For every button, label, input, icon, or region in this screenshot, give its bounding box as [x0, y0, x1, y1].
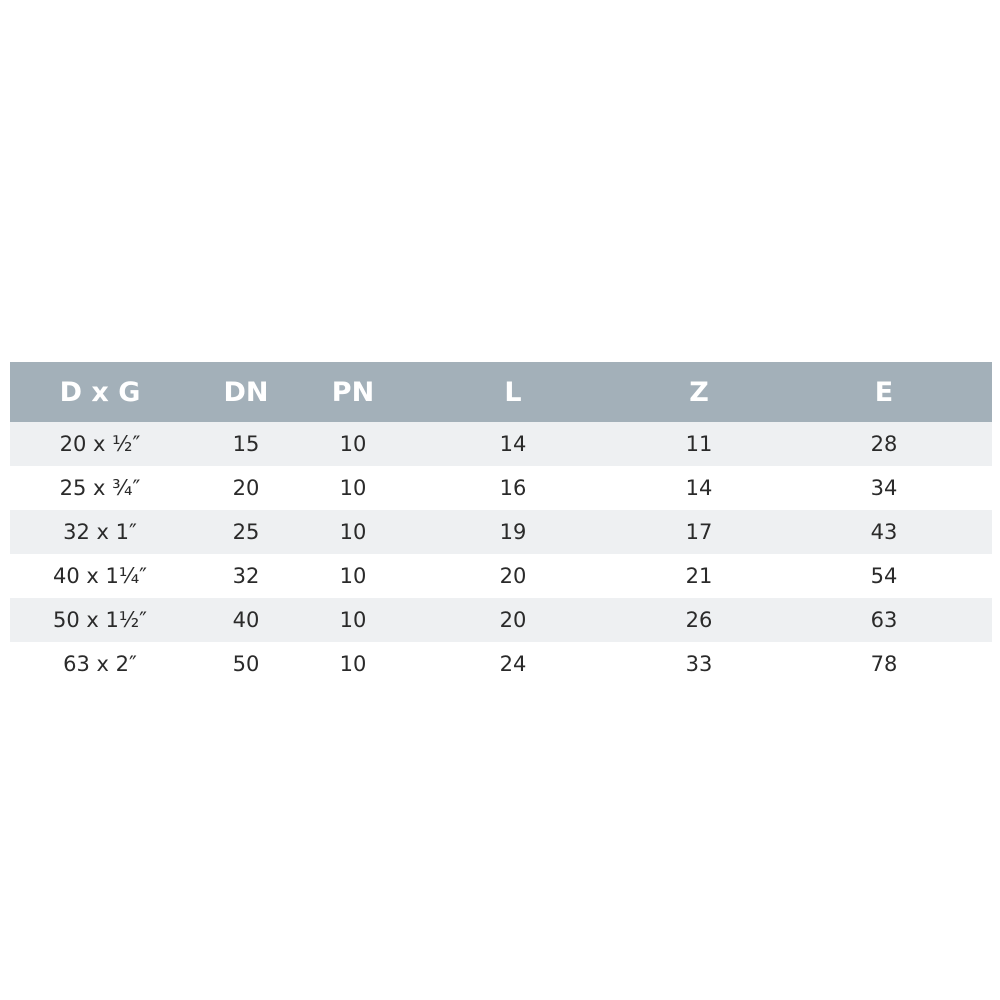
table-cell: 10 — [339, 476, 367, 500]
table-cell: 40 — [190, 598, 302, 642]
table-cell: 10 — [339, 652, 367, 676]
table-cell: 34 — [870, 476, 898, 500]
table-cell: 63 x 2″ — [63, 652, 137, 676]
table-cell: 26 — [622, 598, 776, 642]
table-cell: 14 — [404, 422, 622, 466]
column-header: D x G — [10, 362, 190, 422]
table-cell: 24 — [499, 652, 527, 676]
table-cell: 25 — [190, 510, 302, 554]
table-cell: 20 — [499, 564, 527, 588]
table-cell: 20 x ½″ — [10, 422, 190, 466]
table-cell: 33 — [685, 652, 713, 676]
table-cell: 20 — [404, 598, 622, 642]
table-cell: 50 x 1½″ — [10, 598, 190, 642]
column-header: DN — [190, 362, 302, 422]
table-cell: 43 — [776, 510, 992, 554]
table-cell: 10 — [302, 510, 404, 554]
table-cell: 78 — [870, 652, 898, 676]
table-cell: 10 — [302, 422, 404, 466]
column-header: E — [776, 362, 992, 422]
column-header: L — [404, 362, 622, 422]
table-cell: 10 — [302, 598, 404, 642]
table-cell: 25 x ¾″ — [59, 476, 141, 500]
table-cell: 19 — [404, 510, 622, 554]
table-cell: 54 — [870, 564, 898, 588]
column-header: Z — [622, 362, 776, 422]
dimensions-table: D x G DN PN L Z E 20 x ½″ 15 10 14 11 28 25 x ¾″ 20 1… — [10, 362, 992, 686]
table-cell: 32 x 1″ — [10, 510, 190, 554]
column-header: PN — [302, 362, 404, 422]
table-cell: 21 — [685, 564, 713, 588]
table-cell: 16 — [499, 476, 527, 500]
table-cell: 15 — [190, 422, 302, 466]
table-row: 25 x ¾″ 20 10 16 14 34 — [10, 466, 992, 510]
table-cell: 14 — [685, 476, 713, 500]
table-row: 40 x 1¼″ 32 10 20 21 54 — [10, 554, 992, 598]
table-row: 50 x 1½″ 40 10 20 26 63 — [10, 598, 992, 642]
table-cell: 20 — [232, 476, 260, 500]
table-row: 32 x 1″ 25 10 19 17 43 — [10, 510, 992, 554]
table-row: 63 x 2″ 50 10 24 33 78 — [10, 642, 992, 686]
table-cell: 11 — [622, 422, 776, 466]
table-cell: 32 — [232, 564, 260, 588]
table-cell: 63 — [776, 598, 992, 642]
table-cell: 40 x 1¼″ — [52, 564, 148, 588]
table-row: 20 x ½″ 15 10 14 11 28 — [10, 422, 992, 466]
table-cell: 28 — [776, 422, 992, 466]
table-header-row: D x G DN PN L Z E — [10, 362, 992, 422]
table-cell: 50 — [232, 652, 260, 676]
table-cell: 17 — [622, 510, 776, 554]
table-cell: 10 — [339, 564, 367, 588]
